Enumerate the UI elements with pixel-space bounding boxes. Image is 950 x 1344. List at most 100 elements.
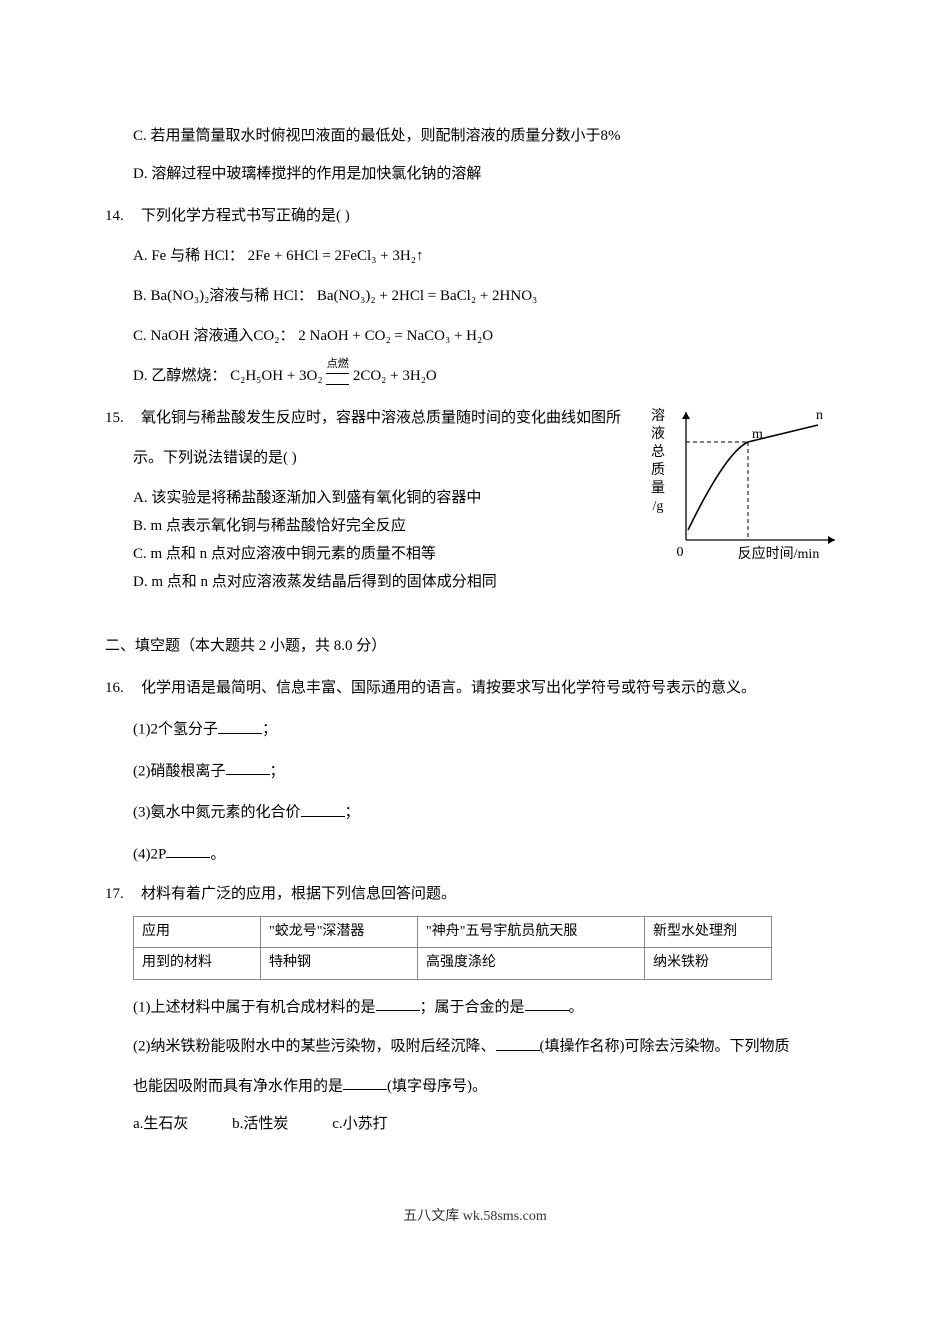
q16-p4: (4)2P 。 xyxy=(133,841,845,867)
option-label: A. xyxy=(133,490,148,506)
option-eq: 2 NaOH + CO₂ = NaCO₃ + H₂O xyxy=(298,328,493,344)
q17-table: 应用"蛟龙号"深潜器"神舟"五号宇航员航天服新型水处理剂用到的材料特种钢高强度涤… xyxy=(133,916,772,980)
option-eq: Ba(NO₃)₂ + 2HCl = BaCl₂ + 2HNO₃ xyxy=(317,288,537,304)
option-pre: Fe 与稀 HCl： xyxy=(151,248,244,264)
svg-text:m: m xyxy=(752,427,763,442)
option-label: D. xyxy=(133,574,148,590)
option-eq-left: C₂H₅OH + 3O₂ xyxy=(230,368,322,384)
text: (填操作名称)可除去污染物。下列物质 xyxy=(540,1039,790,1055)
svg-text:0: 0 xyxy=(677,545,684,560)
q13-option-c: C. 若用量筒量取水时俯视凹液面的最低处，则配制溶液的质量分数小于8% xyxy=(133,124,845,148)
svg-text:质: 质 xyxy=(651,462,665,478)
table-cell: "神舟"五号宇航员航天服 xyxy=(418,917,645,948)
q14-option-a: A. Fe 与稀 HCl： 2Fe + 6HCl = 2FeCl₃ + 3H₂↑ xyxy=(133,244,845,268)
reaction-condition-icon: 点燃 xyxy=(326,369,349,385)
question-number: 15. xyxy=(105,406,141,430)
tail: ； xyxy=(262,722,277,738)
blank xyxy=(226,758,270,776)
svg-text:溶: 溶 xyxy=(651,408,665,424)
option-pre: NaOH 溶液通入CO₂： xyxy=(151,328,295,344)
option-text: 该实验是将稀盐酸逐渐加入到盛有氧化铜的容器中 xyxy=(151,490,481,506)
blank xyxy=(166,841,210,859)
text: (1)上述材料中属于有机合成材料的是 xyxy=(133,999,376,1015)
svg-text:/g: /g xyxy=(653,499,664,514)
svg-text:总: 总 xyxy=(651,444,665,460)
q14-option-d: D. 乙醇燃烧： C₂H₅OH + 3O₂ 点燃 2CO₂ + 3H₂O xyxy=(133,364,845,388)
svg-text:n: n xyxy=(816,408,823,423)
table-cell: 高强度涤纶 xyxy=(418,948,645,979)
option-eq: 2Fe + 6HCl = 2FeCl₃ + 3H₂↑ xyxy=(248,248,424,264)
prompt-text: (1)2个氢分子 xyxy=(133,722,218,738)
q17-p2-line2: 也能因吸附而具有净水作用的是 (填字母序号)。 xyxy=(133,1073,845,1099)
prompt-text: (3)氨水中氮元素的化合价 xyxy=(133,805,301,821)
option-text: m 点和 n 点对应溶液中铜元素的质量不相等 xyxy=(151,546,436,562)
opt-c: c.小苏打 xyxy=(332,1112,387,1136)
table-cell: "蛟龙号"深潜器 xyxy=(261,917,418,948)
option-label: C. xyxy=(133,128,147,144)
blank xyxy=(343,1073,387,1091)
q17-p2-line1: (2)纳米铁粉能吸附水中的某些污染物，吸附后经沉降、 (填操作名称)可除去污染物。… xyxy=(133,1033,845,1059)
tail: ； xyxy=(345,805,360,821)
opt-a: a.生石灰 xyxy=(133,1112,188,1136)
q15-chart: mn0溶液总质量/g反应时间/min xyxy=(640,400,845,570)
q14-option-b: B. Ba(NO₃)₂溶液与稀 HCl： Ba(NO₃)₂ + 2HCl = B… xyxy=(133,284,845,308)
option-label: C. xyxy=(133,546,147,562)
option-label: D. xyxy=(133,368,148,384)
option-label: B. xyxy=(133,518,147,534)
blank xyxy=(525,994,569,1012)
page-footer: 五八文库 wk.58sms.com xyxy=(105,1206,845,1228)
q17: 17. 材料有着广泛的应用，根据下列信息回答问题。 xyxy=(105,882,845,906)
q13-option-d: D. 溶解过程中玻璃棒搅拌的作用是加快氯化钠的溶解 xyxy=(133,162,845,186)
q16: 16. 化学用语是最简明、信息丰富、国际通用的语言。请按要求写出化学符号或符号表… xyxy=(105,676,845,700)
option-text: 溶解过程中玻璃棒搅拌的作用是加快氯化钠的溶解 xyxy=(151,166,481,182)
question-number: 17. xyxy=(105,882,141,906)
option-pre: 乙醇燃烧： xyxy=(151,368,226,384)
table-cell: 新型水处理剂 xyxy=(645,917,772,948)
option-label: C. xyxy=(133,328,147,344)
option-label: B. xyxy=(133,288,147,304)
q15: 15. 氧化铜与稀盐酸发生反应时，容器中溶液总质量随时间的变化曲线如图所 xyxy=(105,406,630,430)
option-label: D. xyxy=(133,166,148,182)
q15-option-d: D. m 点和 n 点对应溶液蒸发结晶后得到的固体成分相同 xyxy=(133,570,845,594)
q16-p1: (1)2个氢分子 ； xyxy=(133,716,845,742)
opt-b: b.活性炭 xyxy=(232,1112,288,1136)
option-text: 若用量筒量取水时俯视凹液面的最低处，则配制溶液的质量分数小于8% xyxy=(151,128,621,144)
blank xyxy=(218,716,262,734)
table-cell: 用到的材料 xyxy=(134,948,261,979)
table-cell: 应用 xyxy=(134,917,261,948)
question-number: 14. xyxy=(105,204,141,228)
table-row: 应用"蛟龙号"深潜器"神舟"五号宇航员航天服新型水处理剂 xyxy=(134,917,772,948)
blank xyxy=(496,1033,540,1051)
q16-p2: (2)硝酸根离子； xyxy=(133,758,845,784)
question-stem: 化学用语是最简明、信息丰富、国际通用的语言。请按要求写出化学符号或符号表示的意义… xyxy=(141,676,845,700)
blank xyxy=(376,994,420,1012)
question-number: 16. xyxy=(105,676,141,700)
text: (2)纳米铁粉能吸附水中的某些污染物，吸附后经沉降、 xyxy=(133,1039,496,1055)
option-label: A. xyxy=(133,248,148,264)
option-text: m 点和 n 点对应溶液蒸发结晶后得到的固体成分相同 xyxy=(151,574,496,590)
section-2-title: 二、填空题（本大题共 2 小题，共 8.0 分） xyxy=(105,634,845,658)
option-eq-right: 2CO₂ + 3H₂O xyxy=(353,368,437,384)
text: 也能因吸附而具有净水作用的是 xyxy=(133,1078,343,1094)
tail: 。 xyxy=(210,846,225,862)
text: 。 xyxy=(569,999,584,1015)
question-stem-line1: 氧化铜与稀盐酸发生反应时，容器中溶液总质量随时间的变化曲线如图所 xyxy=(141,406,630,430)
q16-p3: (3)氨水中氮元素的化合价 ； xyxy=(133,799,845,825)
option-pre: Ba(NO₃)₂溶液与稀 HCl： xyxy=(151,288,314,304)
table-cell: 特种钢 xyxy=(261,948,418,979)
svg-text:反应时间/min: 反应时间/min xyxy=(738,545,820,562)
question-stem: 下列化学方程式书写正确的是( ) xyxy=(141,204,845,228)
q17-p1: (1)上述材料中属于有机合成材料的是 ；属于合金的是 。 xyxy=(133,994,845,1020)
option-text: m 点表示氧化铜与稀盐酸恰好完全反应 xyxy=(151,518,406,534)
question-stem: 材料有着广泛的应用，根据下列信息回答问题。 xyxy=(141,882,845,906)
text: (填字母序号)。 xyxy=(387,1078,487,1094)
table-cell: 纳米铁粉 xyxy=(645,948,772,979)
svg-text:量: 量 xyxy=(651,480,665,496)
text: ；属于合金的是 xyxy=(420,999,525,1015)
tail: ； xyxy=(270,763,285,779)
prompt-text: (4)2P xyxy=(133,846,166,862)
q17-inline-options: a.生石灰 b.活性炭 c.小苏打 xyxy=(133,1112,845,1136)
table-row: 用到的材料特种钢高强度涤纶纳米铁粉 xyxy=(134,948,772,979)
q14-option-c: C. NaOH 溶液通入CO₂： 2 NaOH + CO₂ = NaCO₃ + … xyxy=(133,324,845,348)
q14: 14. 下列化学方程式书写正确的是( ) xyxy=(105,204,845,228)
